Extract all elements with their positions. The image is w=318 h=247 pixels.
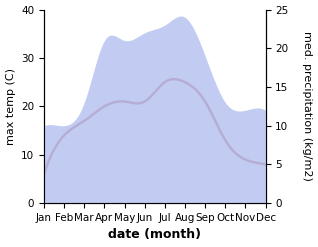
X-axis label: date (month): date (month) <box>108 228 201 242</box>
Y-axis label: med. precipitation (kg/m2): med. precipitation (kg/m2) <box>302 31 313 181</box>
Y-axis label: max temp (C): max temp (C) <box>5 68 16 145</box>
